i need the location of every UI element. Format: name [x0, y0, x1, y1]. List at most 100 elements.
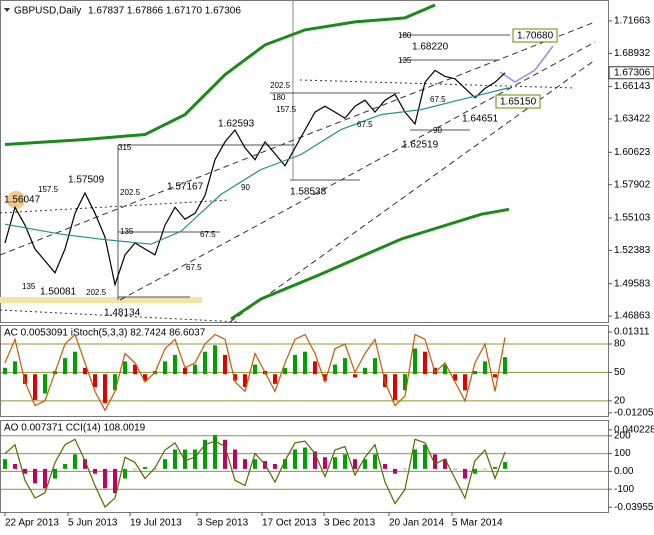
- annotation: 1.57167: [167, 182, 204, 193]
- x-tick-label: 20 Jan 2014: [389, 518, 444, 529]
- histogram-bar: [353, 374, 357, 378]
- histogram-bar: [213, 345, 217, 375]
- histogram-bar: [23, 468, 27, 474]
- histogram-bar: [443, 364, 447, 375]
- x-tick-label: 3 Sep 2013: [197, 518, 249, 529]
- histogram-bar: [193, 364, 197, 375]
- histogram-bar: [443, 459, 447, 469]
- ac-panel: [0, 325, 609, 417]
- series-line: [4, 87, 510, 245]
- y-tick-label: 20: [614, 395, 626, 406]
- label-box: [495, 94, 541, 109]
- last-price-box: [608, 66, 654, 80]
- annotation: 1.48134: [104, 308, 141, 319]
- x-tick-label: 5 Mar 2014: [452, 518, 503, 529]
- histogram-bar: [123, 361, 127, 375]
- annotation: 1.68220: [412, 42, 449, 53]
- histogram-bar: [133, 468, 137, 470]
- y-tick-label: 1.66143: [614, 81, 651, 92]
- histogram-bar: [163, 361, 167, 375]
- y-tick-label: -100: [614, 484, 634, 495]
- histogram-bar: [493, 466, 497, 469]
- annotation: 1.62519: [402, 140, 439, 151]
- histogram-bar: [463, 468, 467, 479]
- y-tick-label: -0.039555: [614, 502, 654, 513]
- annotation: 1.50081: [40, 287, 77, 298]
- histogram-bar: [93, 468, 97, 474]
- histogram-bar: [203, 351, 207, 375]
- annotation: 202.5: [270, 81, 291, 90]
- histogram-bar: [113, 468, 117, 494]
- annotation: 202.5: [120, 188, 141, 197]
- histogram-bar: [243, 459, 247, 469]
- annotation: 1.57509: [68, 175, 105, 186]
- annotation: 135: [120, 227, 134, 236]
- collapse-icon[interactable]: [4, 8, 10, 12]
- histogram-bar: [253, 459, 257, 469]
- forecast-path: [499, 45, 554, 83]
- histogram-bar: [273, 464, 277, 469]
- histogram-bar: [323, 457, 327, 469]
- annotation: 157.5: [38, 185, 59, 194]
- annotation: 67.5: [357, 120, 373, 129]
- histogram-bar: [173, 449, 177, 469]
- histogram-bar: [303, 351, 307, 375]
- annotation: 180: [272, 93, 286, 102]
- histogram-bar: [143, 374, 147, 381]
- histogram-bar: [113, 374, 117, 391]
- histogram-bar: [13, 464, 17, 469]
- histogram-bar: [83, 367, 87, 375]
- annotation: 202.5: [86, 288, 107, 297]
- histogram-bar: [453, 374, 457, 381]
- y-tick-label: 0.040228: [614, 425, 654, 436]
- x-tick-label: 19 Jul 2013: [130, 518, 182, 529]
- histogram-bar: [293, 354, 297, 375]
- chart-title: GBPUSD,Daily: [14, 6, 81, 17]
- histogram-bar: [393, 468, 397, 474]
- histogram-bar: [183, 449, 187, 469]
- x-tick-label: 3 Dec 2013: [324, 518, 376, 529]
- ohlc: 1.67837 1.67866 1.67170 1.67306: [88, 6, 241, 17]
- label-box: [512, 28, 558, 43]
- histogram-bar: [413, 449, 417, 469]
- histogram-bar: [303, 447, 307, 469]
- histogram-bar: [63, 358, 67, 375]
- annotation: 135: [398, 56, 412, 65]
- y-tick-label: 1.52383: [614, 245, 651, 256]
- histogram-bar: [123, 468, 127, 479]
- histogram-bar: [73, 351, 77, 375]
- annotation: 90: [241, 183, 250, 192]
- histogram-bar: [13, 361, 17, 375]
- y-tick-label: 0.01311: [614, 327, 650, 338]
- annotation: 67.5: [200, 230, 216, 239]
- series-line: [4, 3, 436, 146]
- histogram-bar: [273, 374, 277, 384]
- x-tick-label: 17 Oct 2013: [262, 518, 317, 529]
- histogram-bar: [403, 468, 407, 470]
- histogram-bar: [83, 459, 87, 469]
- y-tick-label: 1.63422: [614, 114, 651, 125]
- histogram-bar: [203, 439, 207, 469]
- y-tick-label: 1.57902: [614, 179, 651, 190]
- histogram-bar: [383, 464, 387, 469]
- histogram-bar: [213, 434, 217, 469]
- histogram-bar: [133, 364, 137, 375]
- last-price-label: 1.67306: [614, 67, 651, 78]
- histogram-bar: [313, 361, 317, 375]
- annotation: 1.64651: [462, 114, 499, 125]
- histogram-bar: [373, 454, 377, 469]
- annotation: 67.5: [430, 95, 446, 104]
- histogram-bar: [33, 374, 37, 400]
- annotation: 1.58538: [290, 187, 327, 198]
- series-line: [4, 69, 506, 287]
- histogram-bar: [503, 357, 507, 375]
- histogram-bar: [103, 468, 107, 489]
- y-tick-label: 1.71663: [614, 16, 651, 27]
- y-tick-label: 1.68932: [614, 48, 651, 59]
- histogram-bar: [53, 468, 57, 479]
- x-tick-label: 22 Apr 2013: [5, 518, 59, 529]
- histogram-bar: [253, 364, 257, 375]
- histogram-bar: [343, 358, 347, 375]
- y-tick-label: 1.60623: [614, 147, 651, 158]
